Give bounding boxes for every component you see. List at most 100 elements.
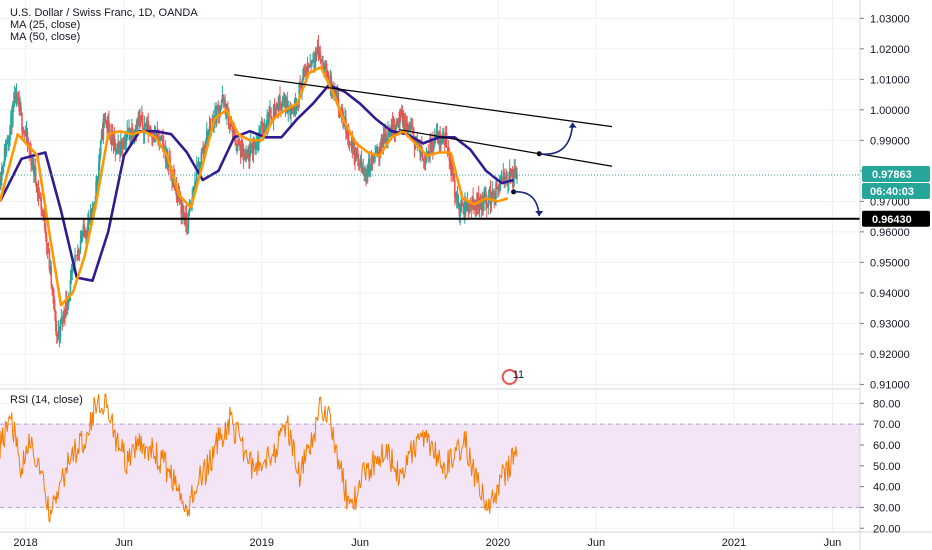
candle-body [136,121,139,134]
candle-body [121,146,124,148]
candle-body [224,100,226,109]
event-marker-label: 11 [513,369,524,381]
rsi-tick-label: 30.00 [873,502,901,514]
time-tick-label: 2021 [722,537,746,549]
price-tick-label: 0.92000 [870,349,910,361]
candle-body [86,235,88,237]
candle-body [26,131,29,143]
candle-body [83,224,85,231]
candle-body [440,143,442,145]
candle-body [265,128,268,130]
price-tick-label: 0.95000 [870,257,910,269]
candle-body [503,171,506,185]
candle-body [99,140,102,156]
candle-body [285,98,288,111]
candle-body [232,129,235,134]
candle-body [348,141,351,145]
legend-ma25[interactable]: MA (25, close) [10,19,80,31]
candle-body [240,144,243,157]
candle-body [309,63,312,68]
candle-body [303,67,305,77]
candle-body [324,63,327,69]
candle-body [322,61,324,69]
candle-body [58,330,61,337]
candle-body [495,183,497,199]
candle-body [423,161,426,165]
event-marker-icon[interactable]: 11 [501,369,524,385]
candle-body [180,197,182,215]
candle-body [206,131,208,145]
candle-body [183,212,185,217]
candle-body [199,163,202,168]
candle-body [113,135,116,143]
rsi-tick-label: 70.00 [873,419,901,431]
candle-body [106,120,108,129]
candle-body [289,110,291,115]
candle-body [441,134,443,144]
rsi-axis[interactable]: 80.00 70.00 60.00 50.00 40.00 30.00 20.00 [860,398,901,535]
candle-body [425,154,428,162]
candle-body [87,219,90,223]
legend-ma50[interactable]: MA (50, close) [10,31,80,43]
candle-body [195,166,198,187]
rsi-tick-label: 20.00 [873,523,901,535]
candle-body [222,94,225,101]
rsi-tick-label: 40.00 [873,482,901,494]
candle-body [217,106,220,117]
candle-body [44,228,47,238]
candle-body [486,205,489,208]
candle-body [478,200,481,210]
candle-body [182,207,184,213]
candle-body [203,146,205,153]
candle-body [369,165,372,171]
candle-body [227,110,230,129]
candle-body [263,125,266,133]
candle-body [65,298,67,317]
drawing-tools[interactable] [234,74,613,217]
candle-body [476,193,479,209]
candle-body [318,51,321,57]
price-tick-label: 1.00000 [870,105,910,117]
candle-body [445,132,448,148]
ma-50-line [0,84,514,282]
chart-title[interactable]: U.S. Dollar / Swiss Franc, 1D, OANDA [10,7,198,19]
candle-body [33,167,36,175]
price-axis[interactable]: 1.030001.020001.010001.000000.990000.980… [860,13,910,391]
candle-body [293,99,296,115]
candle-body [408,126,410,131]
candle-body [280,104,282,110]
projection-arrow [513,191,541,217]
candle-body [432,141,434,150]
candle-body [362,168,365,172]
rsi-line [0,393,518,524]
candle-body [298,84,301,103]
candle-body [332,85,334,93]
rsi-tick-label: 50.00 [873,461,901,473]
candle-body [117,142,119,144]
candle-body [284,95,287,111]
candle-body [47,249,50,251]
time-tick-label: 2020 [486,537,510,549]
candle-body [55,331,58,336]
candle-body [40,198,42,211]
candle-body [13,94,16,103]
candle-body [292,110,295,115]
rsi-title[interactable]: RSI (14, close) [10,394,83,406]
candle-body [69,280,72,296]
candle-body [45,237,48,245]
time-axis[interactable]: 2018 Jun 2019 Jun 2020 Jun 2021 Jun [13,537,841,549]
candle-body [403,119,406,132]
candle-body [130,133,132,139]
candle-body [18,99,21,112]
current-price-label: 0.97863 [872,169,912,181]
candle-body [70,272,73,281]
candle-body [64,314,66,317]
candle-body [255,143,258,149]
candle-body [174,186,177,191]
candle-body [268,112,270,127]
candle-body [19,107,21,112]
candle-body [122,147,125,149]
candle-body [157,138,160,140]
candle-body [458,202,461,217]
